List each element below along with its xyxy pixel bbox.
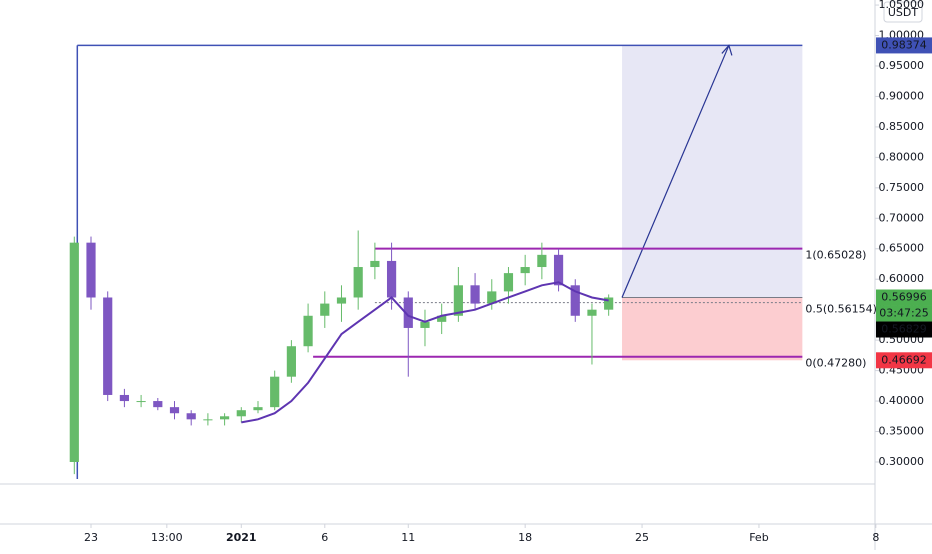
currency: USDT: [888, 6, 919, 19]
candle-body: [587, 309, 597, 316]
candle-body: [503, 273, 514, 292]
candle-body: [103, 297, 113, 395]
candle-body: [420, 321, 430, 328]
candle-body: [570, 285, 580, 316]
arrow-head: [721, 44, 733, 56]
candle-body: [520, 267, 530, 274]
y-tick-label: 0.85000: [879, 120, 925, 133]
price-tag: [876, 289, 932, 306]
x-tick-label: 13:00: [151, 531, 183, 544]
candle-body: [286, 346, 296, 377]
y-tick-label: 0.90000: [879, 89, 925, 102]
candle-body: [553, 254, 564, 286]
countdown-label: 03:47:25: [879, 307, 928, 320]
candle-body: [86, 242, 96, 298]
candle-body: [153, 401, 163, 408]
price-tag-label: 0.46692: [881, 353, 927, 366]
candle-body: [487, 291, 497, 304]
x-tick-label: 18: [518, 531, 532, 544]
x-tick-label: 23: [84, 531, 98, 544]
candle-body: [320, 303, 330, 316]
candle-body: [236, 410, 246, 417]
y-tick-label: 0.40000: [879, 394, 925, 407]
price-tag: [876, 352, 932, 369]
price-tag-label: 0.56996: [881, 291, 927, 304]
candle-body: [270, 376, 280, 408]
price-tag-label: 0.98374: [881, 38, 927, 51]
stop-zone: [622, 297, 803, 361]
x-tick-label: 2021: [226, 531, 257, 544]
candle-body: [336, 297, 347, 304]
y-tick-label: 1.05000: [879, 0, 925, 11]
forecast-arrow: [621, 45, 730, 298]
y-tick-label: 0.65000: [879, 242, 925, 255]
y-tick-label: 0.70000: [879, 211, 925, 224]
level-label: 0.5(0.56154): [805, 303, 877, 316]
x-tick-label: 8: [872, 531, 879, 544]
candle-body: [437, 315, 447, 322]
moving-average: [241, 281, 609, 424]
countdown-tag: [876, 305, 932, 322]
currency-box[interactable]: [883, 1, 923, 23]
y-tick-label: 0.75000: [879, 181, 925, 194]
x-tick-label: 6: [321, 531, 328, 544]
y-tick-label: 0.95000: [879, 59, 925, 72]
x-tick-label: 11: [401, 531, 415, 544]
candle-body: [537, 254, 547, 268]
level-label: 1(0.65028): [805, 249, 866, 262]
price-tag: [876, 321, 932, 338]
candle-body: [470, 285, 480, 304]
level-label: 0(0.47280): [805, 357, 866, 370]
candle-body: [169, 407, 180, 414]
x-tick-label: Feb: [749, 531, 768, 544]
price-tag: [876, 37, 932, 54]
candle-body: [403, 297, 413, 328]
target-zone: [622, 45, 803, 298]
candle-body: [453, 285, 463, 316]
y-tick-label: 0.80000: [879, 150, 925, 163]
candle-body: [186, 413, 196, 420]
candle-body: [119, 394, 129, 402]
y-tick-label: 0.35000: [879, 425, 925, 438]
candle-body: [386, 260, 397, 298]
y-tick-label: 0.60000: [879, 272, 925, 285]
candle-body: [136, 401, 146, 403]
candle-body: [69, 242, 79, 462]
candle-body: [370, 260, 380, 268]
candle-body: [220, 416, 230, 420]
price-tag-label: 0.56829: [881, 323, 927, 336]
candle-body: [253, 407, 263, 411]
candle-body: [604, 297, 614, 310]
candle-body: [203, 419, 213, 421]
x-tick-label: 25: [635, 531, 649, 544]
y-tick-label: 0.30000: [879, 455, 925, 468]
candle-body: [303, 315, 313, 347]
candle-body: [353, 267, 363, 298]
